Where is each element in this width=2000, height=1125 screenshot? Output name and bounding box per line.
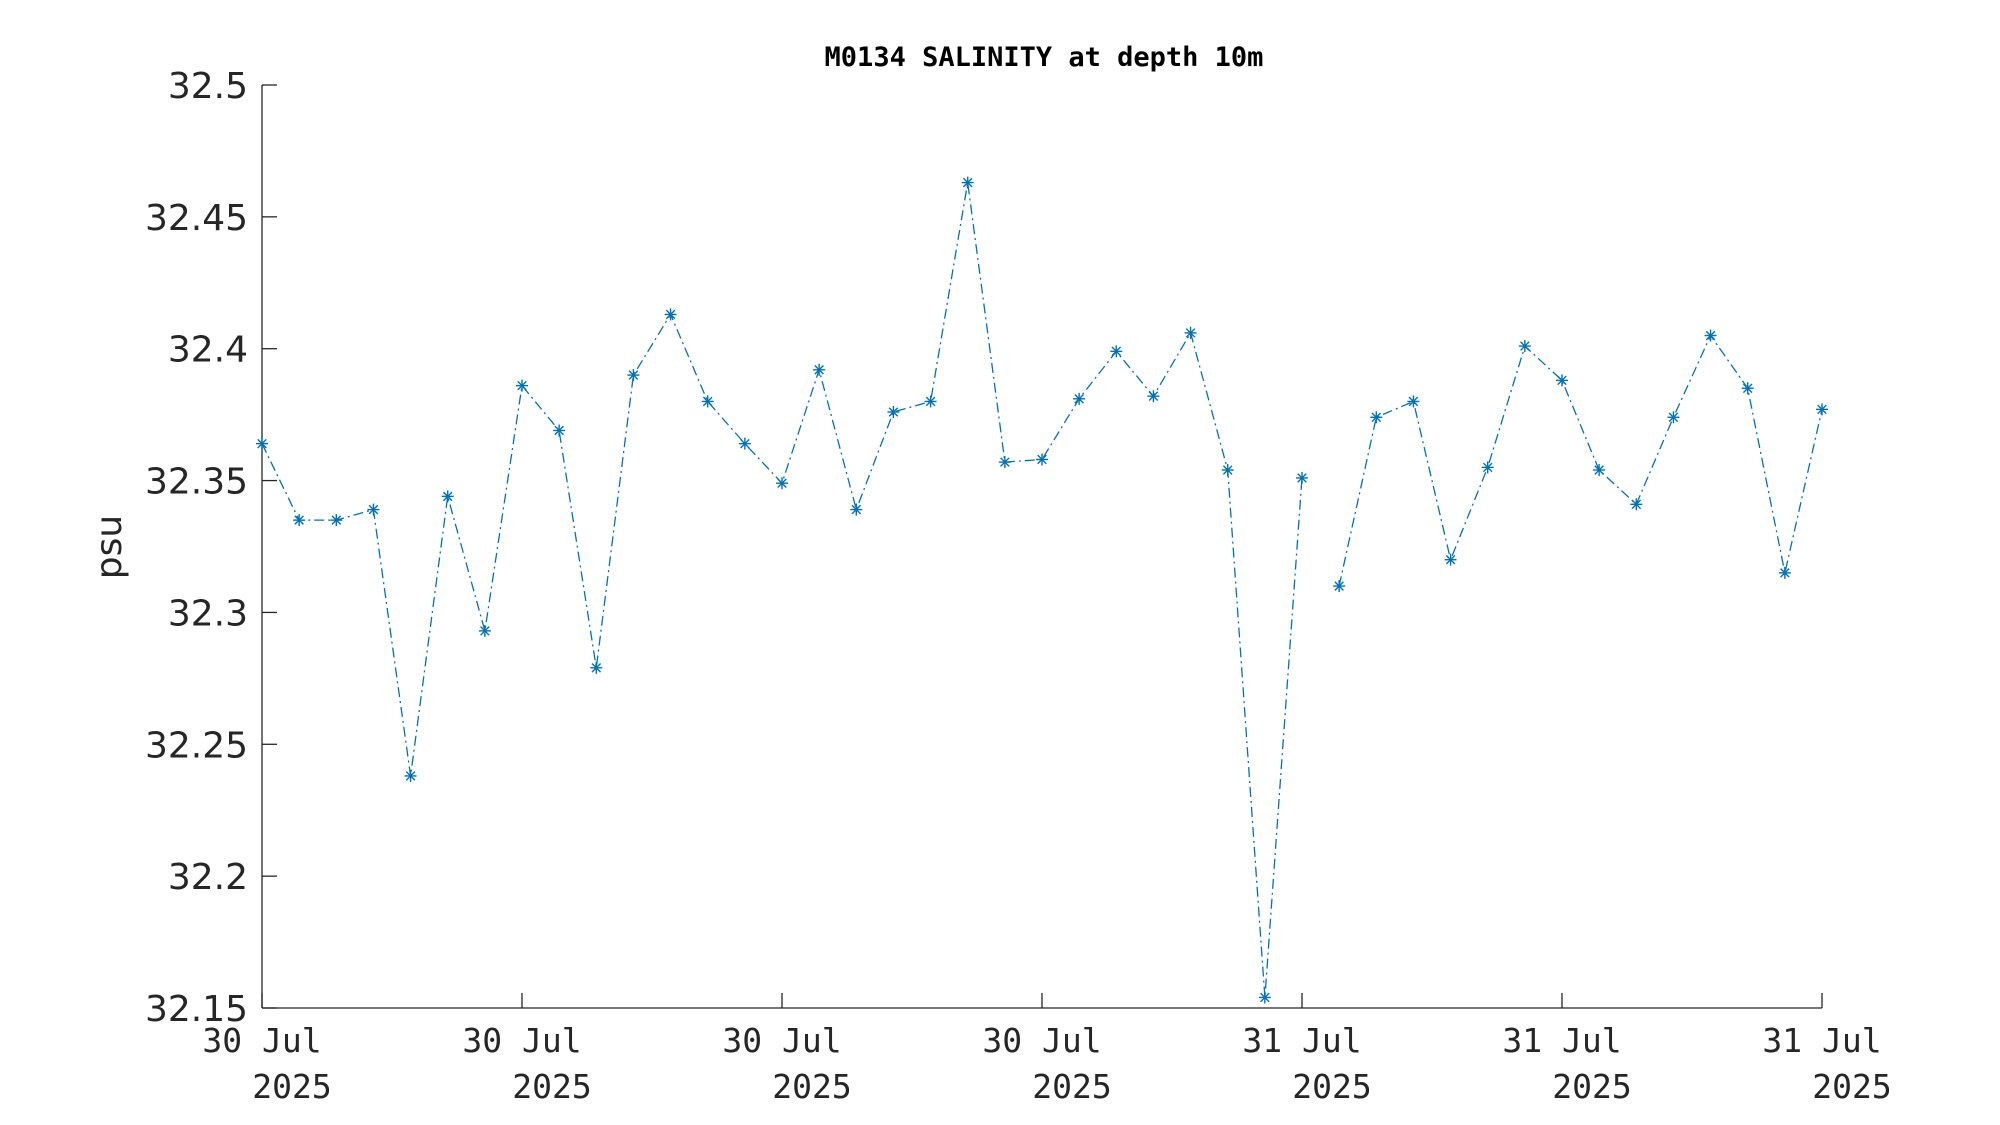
series-line-segment-2 — [1338, 334, 1823, 587]
y-tick-label: 32.3 — [168, 593, 248, 634]
data-point — [1184, 326, 1197, 339]
data-point — [1147, 390, 1160, 403]
data-point — [367, 503, 380, 516]
data-point — [1704, 329, 1717, 342]
y-tick-label: 32.35 — [145, 462, 248, 503]
ticks: 32.15 32.2 32.25 32.3 32.35 32.4 32.45 32.5 30 J… — [145, 66, 1892, 1106]
data-point — [813, 363, 826, 376]
y-tick-label: 32.15 — [145, 989, 248, 1030]
data-point — [516, 379, 528, 392]
x-tick-label-year: 2025 — [252, 1067, 331, 1106]
data-point — [738, 437, 751, 450]
data-point — [553, 424, 566, 437]
data-point — [293, 514, 306, 527]
data-point — [961, 176, 974, 189]
data-point — [664, 308, 677, 321]
data-point — [1816, 403, 1828, 416]
data-point — [701, 395, 714, 408]
data-point — [1333, 580, 1346, 593]
x-tick-label-date: 30 Jul — [462, 1021, 581, 1060]
series-line-segment-1 — [261, 182, 1303, 998]
data-point — [776, 477, 788, 490]
y-tick-label: 32.25 — [145, 725, 248, 766]
data-point — [1518, 340, 1531, 353]
salinity-series — [256, 176, 1828, 1004]
data-point — [256, 437, 268, 450]
x-tick-label-year: 2025 — [512, 1067, 591, 1106]
data-point — [1258, 991, 1271, 1004]
data-point — [1667, 411, 1680, 424]
y-tick-label: 32.4 — [168, 330, 248, 371]
data-point — [1073, 392, 1086, 405]
data-point — [887, 406, 900, 419]
x-tick-label-date: 30 Jul — [202, 1021, 321, 1060]
x-tick-label-date: 30 Jul — [722, 1021, 841, 1060]
data-point — [1444, 553, 1457, 566]
data-point — [330, 514, 343, 527]
data-point — [404, 769, 417, 782]
data-point — [1556, 374, 1568, 387]
data-point — [1036, 453, 1048, 466]
y-axis-label: psu — [89, 515, 130, 579]
data-point — [1630, 498, 1643, 511]
x-tick-label-year: 2025 — [1032, 1067, 1111, 1106]
data-point — [1110, 345, 1123, 358]
data-point — [478, 624, 491, 637]
data-point — [1778, 566, 1791, 579]
data-point — [1593, 464, 1606, 477]
x-tick-label-year: 2025 — [1292, 1067, 1371, 1106]
data-point — [441, 490, 454, 503]
x-tick-label-date: 31 Jul — [1502, 1021, 1621, 1060]
y-tick-label: 32.5 — [168, 66, 248, 107]
x-tick-label-year: 2025 — [1812, 1067, 1891, 1106]
x-tick-label-date: 30 Jul — [982, 1021, 1101, 1060]
x-tick-label-date: 31 Jul — [1242, 1021, 1361, 1060]
data-point — [1481, 461, 1494, 474]
y-tick-label: 32.2 — [168, 857, 248, 898]
data-point — [627, 369, 640, 382]
data-point — [1407, 395, 1420, 408]
data-point — [1741, 382, 1754, 395]
data-point — [924, 395, 937, 408]
y-tick-label: 32.45 — [145, 198, 248, 239]
axes — [261, 85, 1822, 1009]
data-point — [590, 661, 603, 674]
data-point — [998, 456, 1011, 469]
data-point — [1296, 471, 1308, 484]
data-point — [850, 503, 863, 516]
data-point — [1221, 464, 1234, 477]
chart-title: M0134 SALINITY at depth 10m — [825, 42, 1264, 73]
x-tick-label-year: 2025 — [1552, 1067, 1631, 1106]
x-tick-label-year: 2025 — [772, 1067, 851, 1106]
data-point — [1370, 411, 1383, 424]
x-tick-label-date: 31 Jul — [1762, 1021, 1881, 1060]
